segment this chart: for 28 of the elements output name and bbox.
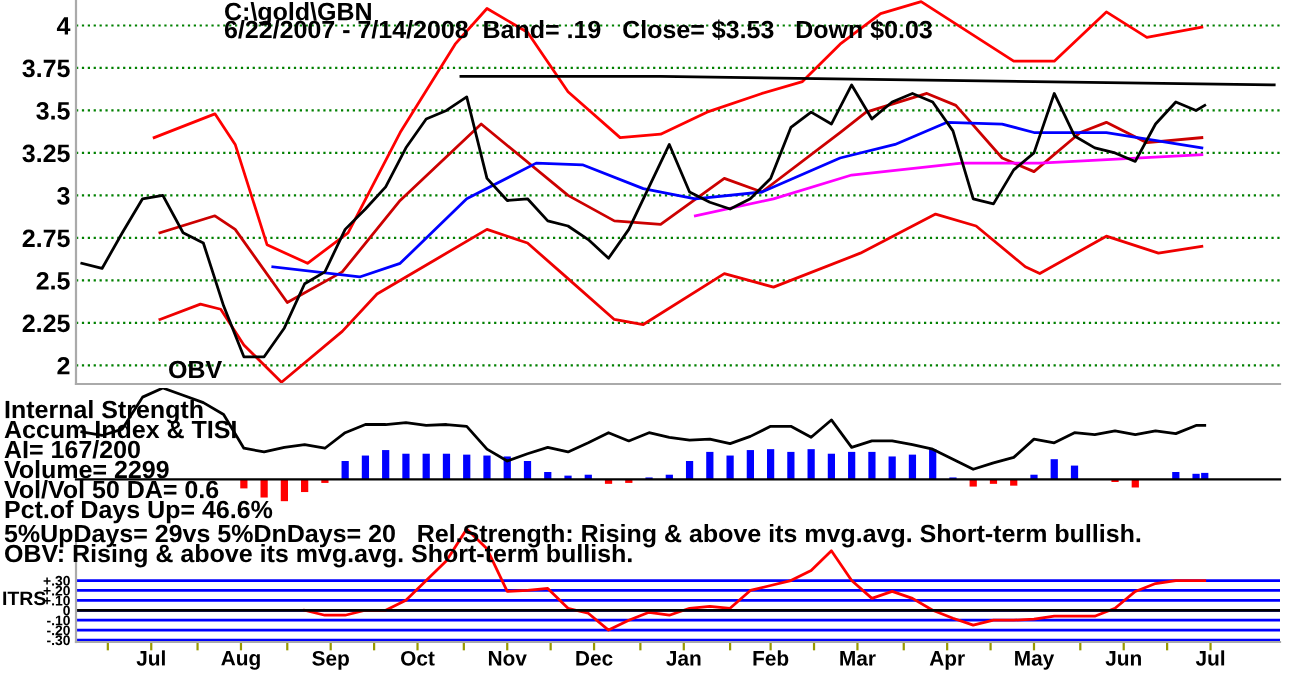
y-axis-title: ITRS bbox=[3, 591, 46, 606]
y-tick-label: 2.5 bbox=[36, 271, 70, 290]
x-tick-label: Mar bbox=[840, 651, 876, 666]
x-tick-label: Dec bbox=[576, 651, 613, 666]
y-tick-label: 4 bbox=[56, 17, 71, 35]
x-tick-label: May bbox=[1015, 651, 1055, 670]
y-tick-label: 3.25 bbox=[22, 144, 70, 163]
annotation: Vol/Vol 50 DA= 0.6 bbox=[4, 480, 219, 499]
x-tick-label: Jun bbox=[1105, 651, 1141, 666]
x-tick-label: Jul bbox=[136, 650, 165, 666]
y-tick-label: 3.5 bbox=[36, 102, 70, 120]
annotation: Volume= 2299 bbox=[4, 460, 169, 479]
x-tick-label: Jul bbox=[1195, 650, 1225, 666]
x-tick-label: Oct bbox=[401, 650, 435, 666]
x-tick-label: Nov bbox=[488, 651, 527, 666]
y-tick-label: 2.75 bbox=[22, 229, 70, 248]
annotation: Pct.of Days Up= 46.6% bbox=[5, 500, 273, 524]
x-tick-label: Jan bbox=[666, 651, 701, 666]
x-tick-label: Aug bbox=[221, 651, 260, 670]
series-label: OBV bbox=[169, 360, 222, 379]
x-tick-label: Feb bbox=[753, 650, 789, 666]
y-tick-label: 3 bbox=[57, 187, 70, 205]
x-tick-label: Apr bbox=[929, 651, 965, 670]
x-tick-label: Sep bbox=[312, 650, 349, 670]
y-tick-label: 2 bbox=[57, 356, 70, 375]
y-tick-label: 2.25 bbox=[22, 314, 70, 333]
annotation: AI= 167/200 bbox=[4, 440, 140, 459]
y-tick-label: 3.75 bbox=[22, 59, 70, 78]
